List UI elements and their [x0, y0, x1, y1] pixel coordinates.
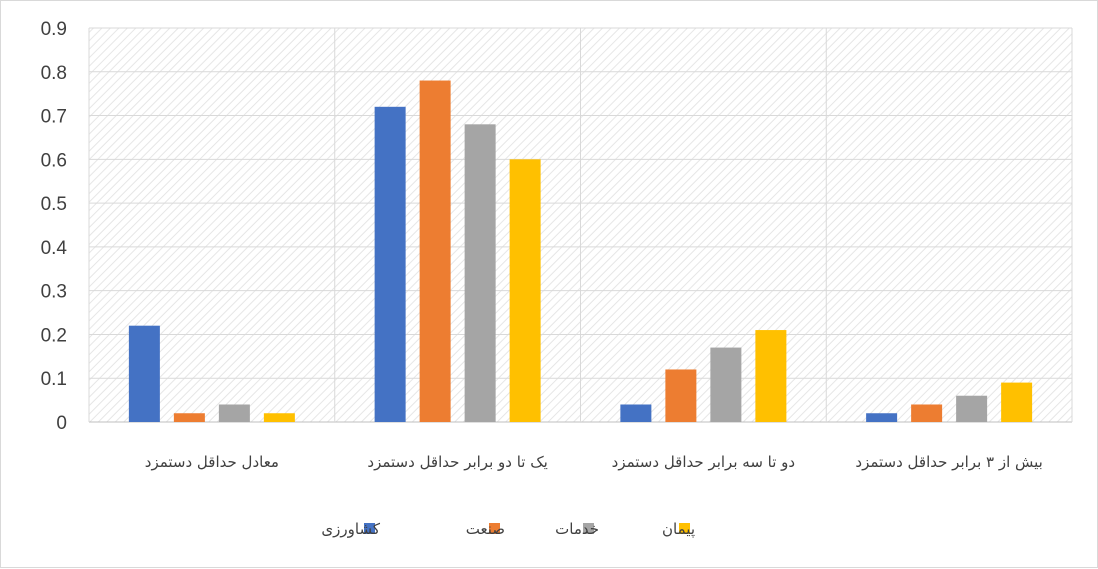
bar	[1001, 382, 1033, 422]
bar	[866, 413, 898, 422]
x-tick-label: یک تا دو برابر حداقل دستمزد	[367, 453, 547, 471]
x-tick-label: بیش از ۳ برابر حداقل دستمزد	[855, 453, 1042, 471]
bar	[173, 413, 205, 422]
bar	[218, 404, 250, 422]
y-tick-label: 0.8	[41, 63, 67, 84]
legend-swatch	[489, 523, 500, 534]
legend-label: خدمات	[555, 520, 599, 538]
bar	[464, 124, 496, 423]
y-tick-label: 0.2	[41, 325, 67, 346]
bar	[620, 404, 652, 422]
legend-label: پیمان	[662, 520, 695, 539]
bar	[956, 395, 988, 422]
bar	[710, 347, 742, 422]
y-tick-label: 0	[56, 413, 67, 434]
legend: پیمان خدمات صنعت کشاورزی	[321, 520, 695, 539]
legend-swatch	[679, 523, 690, 534]
bar	[911, 404, 943, 422]
bar	[419, 80, 451, 423]
x-tick-label: معادل حداقل دستمزد	[145, 453, 279, 471]
legend-label: صنعت	[466, 520, 505, 538]
bar	[755, 330, 787, 422]
y-tick-label: 0.9	[41, 19, 67, 40]
bar	[665, 369, 697, 422]
y-tick-label: 0.7	[41, 107, 67, 128]
bars	[128, 80, 1033, 423]
y-tick-label: 0.6	[41, 150, 67, 171]
legend-swatch	[364, 523, 375, 534]
x-tick-label: دو تا سه برابر حداقل دستمزد	[612, 453, 795, 471]
bar	[128, 325, 160, 422]
y-tick-label: 0.1	[41, 369, 67, 390]
legend-swatch	[583, 523, 594, 534]
x-axis-ticks: معادل حداقل دستمزد یک تا دو برابر حداقل د…	[145, 453, 1043, 471]
bar	[509, 159, 541, 423]
bar	[374, 106, 406, 423]
legend-label: کشاورزی	[321, 520, 380, 538]
y-tick-label: 0.4	[41, 238, 68, 259]
y-tick-label: 0.3	[41, 282, 67, 303]
category-separators	[88, 28, 1073, 422]
y-tick-label: 0.5	[41, 194, 67, 215]
y-axis-ticks: 0 0.1 0.2 0.3 0.4 0.5 0.6 0.7 0.8 0.9	[41, 19, 68, 434]
bar	[263, 413, 295, 422]
